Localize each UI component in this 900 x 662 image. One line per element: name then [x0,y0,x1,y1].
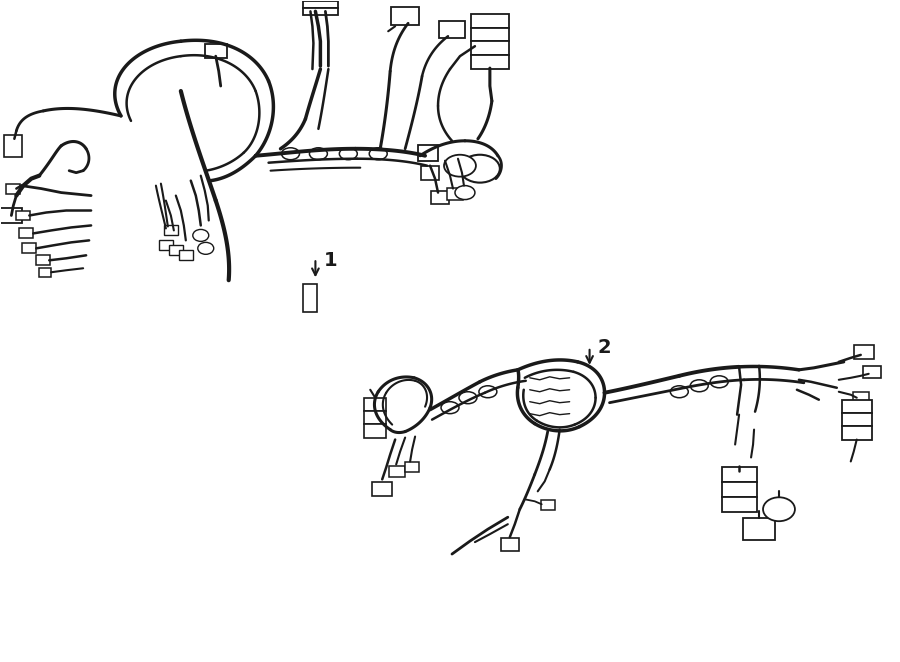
Bar [389,466,405,477]
Bar [0,208,22,223]
Bar [303,9,338,15]
Bar [303,284,318,312]
Bar [205,44,227,58]
Bar [541,500,554,510]
Bar [439,21,465,38]
Ellipse shape [444,155,476,177]
Bar [842,400,872,413]
Bar [471,55,508,69]
Ellipse shape [310,148,328,160]
Bar [500,538,518,551]
Bar [40,267,51,277]
Bar [364,424,386,438]
Ellipse shape [460,155,500,183]
Ellipse shape [459,392,477,404]
Text: 1: 1 [323,251,337,270]
Bar [471,41,508,55]
Bar [303,1,338,9]
Bar [863,366,881,378]
Ellipse shape [369,148,387,160]
Ellipse shape [282,148,300,160]
Bar [471,14,508,28]
Bar [6,183,21,193]
Bar [4,135,22,157]
Bar [364,411,386,424]
Bar [722,482,757,496]
Bar [722,496,757,512]
Bar [19,228,33,238]
Bar [164,226,178,236]
Bar [722,467,757,482]
Bar [418,145,438,161]
Ellipse shape [710,376,728,388]
Ellipse shape [479,386,497,398]
Ellipse shape [670,386,688,398]
Bar [743,518,775,540]
Bar [471,28,508,41]
Bar [373,483,392,496]
Ellipse shape [193,230,209,242]
Text: 2: 2 [598,338,611,357]
Bar [179,250,193,260]
Bar [421,166,439,179]
Ellipse shape [690,380,708,392]
Bar [447,187,463,199]
Bar [842,413,872,426]
Ellipse shape [441,402,459,414]
Bar [159,240,173,250]
Ellipse shape [763,497,795,521]
Bar [853,393,868,403]
Bar [364,398,386,411]
Bar [392,7,419,25]
Ellipse shape [455,185,475,199]
Ellipse shape [339,148,357,160]
Bar [22,244,36,254]
Bar [405,463,419,473]
Bar [431,191,449,204]
Bar [842,426,872,440]
Ellipse shape [198,242,213,254]
Bar [854,345,874,359]
Bar [169,246,183,256]
Bar [36,256,50,265]
Bar [16,211,31,220]
